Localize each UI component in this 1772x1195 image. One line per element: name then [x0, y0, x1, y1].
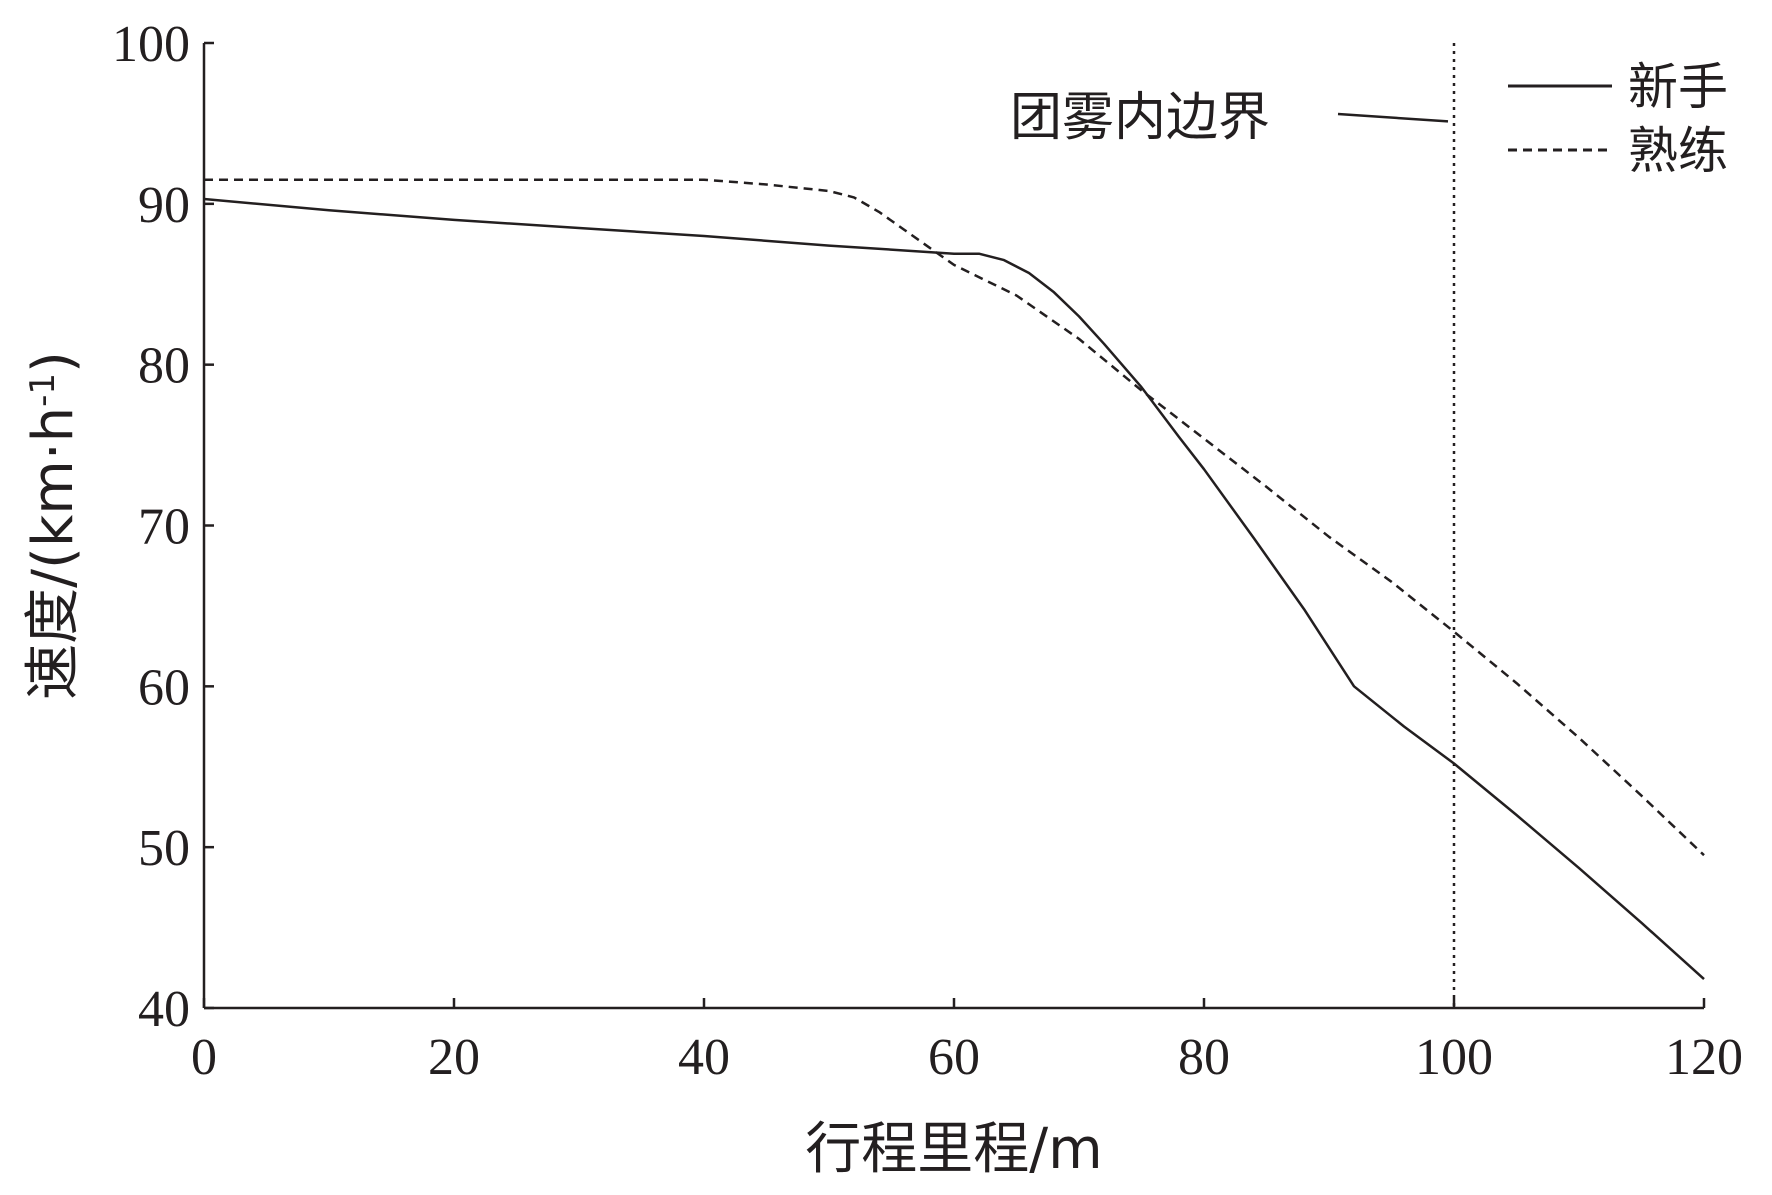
- y-axis-title-tail: ): [21, 351, 86, 373]
- x-tick-label: 80: [1178, 1029, 1230, 1086]
- y-axis-title-superscript: -1: [23, 373, 63, 407]
- y-tick-label: 60: [138, 659, 190, 716]
- series-group: [203, 178, 1705, 981]
- y-tick-label: 100: [112, 16, 190, 73]
- y-tick-label: 40: [138, 981, 190, 1038]
- x-tick-label: 0: [191, 1029, 217, 1086]
- axis-titles: 行程里程/m 速度/(km·h-1): [21, 351, 1103, 1182]
- x-tick-label: 40: [678, 1029, 730, 1086]
- annotation-label: 团雾内边界: [1010, 88, 1270, 148]
- y-axis-title: 速度/(km·h-1): [21, 351, 86, 700]
- y-tick-label: 90: [138, 177, 190, 234]
- chart-axes: 0 20 40 60 80 100 120 40 50 60 70 80 90 100: [112, 16, 1743, 1086]
- legend-label-2: 熟练: [1628, 122, 1728, 180]
- x-tick-label: 120: [1665, 1029, 1743, 1086]
- y-tick-label: 50: [138, 820, 190, 877]
- x-axis-title: 行程里程/m: [805, 1117, 1102, 1182]
- annotation-group: 团雾内边界: [1010, 88, 1449, 148]
- y-axis-title-main: 速度/(km·h: [21, 407, 86, 700]
- x-tick-label: 60: [928, 1029, 980, 1086]
- x-tick-label: 100: [1415, 1029, 1493, 1086]
- legend-label-1: 新手: [1628, 58, 1728, 116]
- annotation-leader: [1337, 112, 1449, 123]
- y-tick-label: 80: [138, 338, 190, 395]
- x-tick-label: 20: [428, 1029, 480, 1086]
- series-line-1: [203, 197, 1705, 981]
- y-tick-label: 70: [138, 499, 190, 556]
- series-line-2: [204, 178, 1705, 857]
